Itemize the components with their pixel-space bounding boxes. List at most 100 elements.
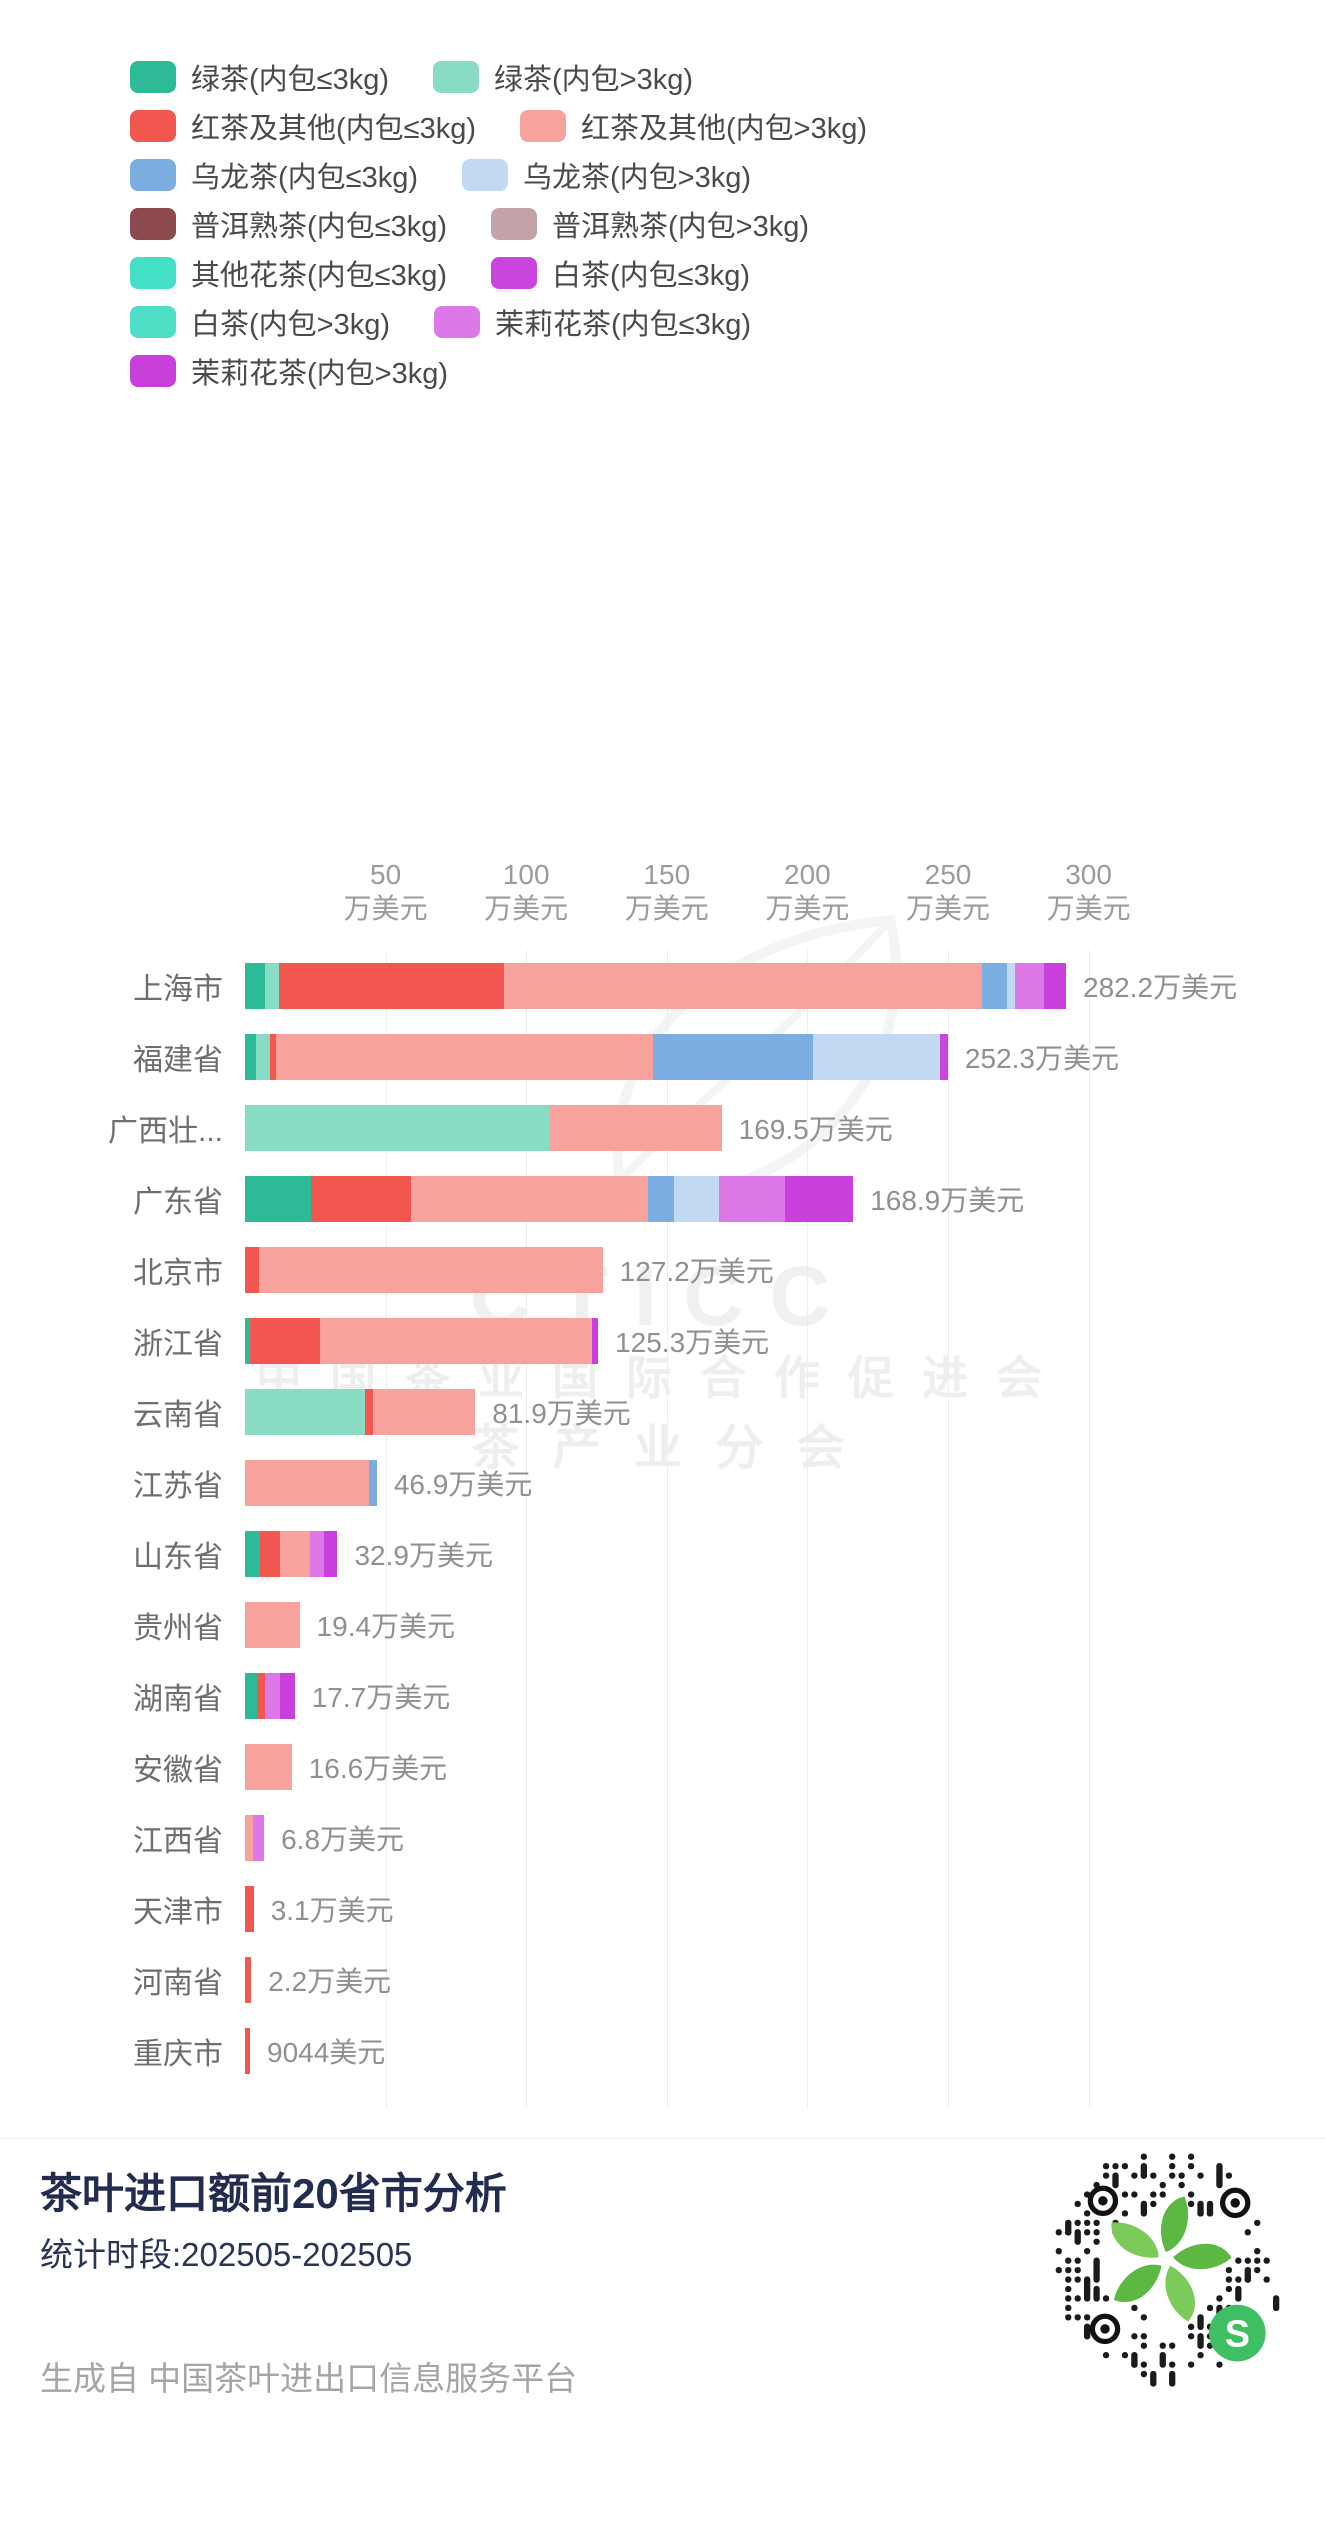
category-label: 北京市 bbox=[133, 1256, 223, 1290]
bar-segment[interactable] bbox=[939, 1033, 948, 1080]
grid bbox=[0, 950, 1326, 2108]
bar-segment[interactable] bbox=[279, 1530, 311, 1577]
category-label: 江西省 bbox=[133, 1824, 223, 1858]
bar-stack bbox=[245, 1743, 292, 1790]
bar-segment[interactable] bbox=[270, 1033, 276, 1080]
bar-segment[interactable] bbox=[245, 1388, 366, 1435]
bar-segment[interactable] bbox=[278, 962, 504, 1009]
legend-swatch-icon bbox=[491, 207, 537, 240]
bar-segment[interactable] bbox=[310, 1530, 324, 1577]
bar-stack bbox=[245, 1104, 722, 1151]
bar-segment[interactable] bbox=[275, 1033, 653, 1080]
bar-segment[interactable] bbox=[252, 1814, 265, 1861]
legend-item[interactable]: 乌龙茶(内包>3kg) bbox=[462, 154, 751, 196]
bar-segment[interactable] bbox=[260, 1530, 280, 1577]
legend-item[interactable]: 茉莉花茶(内包≤3kg) bbox=[434, 301, 751, 343]
legend-item[interactable]: 普洱熟茶(内包>3kg) bbox=[491, 203, 809, 245]
legend-row: 绿茶(内包≤3kg) 绿茶(内包>3kg) bbox=[130, 52, 1090, 101]
value-label: 3.1万美元 bbox=[270, 1894, 394, 1926]
value-label: 81.9万美元 bbox=[492, 1397, 631, 1429]
bar-segment[interactable] bbox=[245, 1104, 551, 1151]
bar-segment[interactable] bbox=[245, 962, 265, 1009]
legend-swatch-icon bbox=[433, 60, 479, 93]
category-label: 湖南省 bbox=[133, 1682, 223, 1716]
bar-segment[interactable] bbox=[812, 1033, 940, 1080]
bar-segment[interactable] bbox=[245, 1601, 300, 1648]
legend-item[interactable]: 白茶(内包>3kg) bbox=[130, 301, 390, 343]
category-label: 山东省 bbox=[133, 1540, 223, 1574]
bar-row: 福建省 252.3万美元 bbox=[0, 1021, 1326, 1092]
legend-row: 红茶及其他(内包≤3kg) 红茶及其他(内包>3kg) bbox=[130, 101, 1090, 150]
bar-segment[interactable] bbox=[257, 1672, 265, 1719]
bar-segment[interactable] bbox=[264, 1672, 280, 1719]
bar-segment[interactable] bbox=[264, 962, 279, 1009]
legend-item[interactable]: 绿茶(内包>3kg) bbox=[433, 56, 693, 98]
category-label: 云南省 bbox=[133, 1398, 223, 1432]
bar-segment[interactable] bbox=[1015, 962, 1044, 1009]
legend-item[interactable]: 其他花茶(内包≤3kg) bbox=[130, 252, 447, 294]
bar-segment[interactable] bbox=[245, 1814, 253, 1861]
bar-segment[interactable] bbox=[981, 962, 1007, 1009]
bar-segment[interactable] bbox=[311, 1175, 412, 1222]
bar-segment[interactable] bbox=[719, 1175, 786, 1222]
bar-segment[interactable] bbox=[1007, 962, 1016, 1009]
legend-label: 普洱熟茶(内包>3kg) bbox=[552, 210, 810, 243]
bar-segment[interactable] bbox=[245, 1175, 312, 1222]
bar-segment[interactable] bbox=[550, 1104, 722, 1151]
bar-segment[interactable] bbox=[1043, 962, 1067, 1009]
bar-segment[interactable] bbox=[411, 1175, 649, 1222]
bar-segment[interactable] bbox=[245, 2027, 250, 2074]
bar-segment[interactable] bbox=[245, 1246, 260, 1293]
bar-segment[interactable] bbox=[279, 1672, 295, 1719]
legend-swatch-icon bbox=[130, 158, 176, 191]
legend-item[interactable]: 乌龙茶(内包≤3kg) bbox=[130, 154, 418, 196]
bars-area: 上海市 282.2万美元 福建省 252.3万美元 广西壮... 169.5万美元 广东省 1… bbox=[0, 950, 1326, 2086]
category-label: 广西壮... bbox=[107, 1114, 223, 1148]
bar-segment[interactable] bbox=[503, 962, 982, 1009]
bar-stack bbox=[245, 1175, 854, 1222]
bar-segment[interactable] bbox=[245, 1459, 370, 1506]
report-title: 茶叶进口额前20省市分析 bbox=[40, 2170, 507, 2217]
bar-row: 云南省 81.9万美元 bbox=[0, 1376, 1326, 1447]
legend-swatch-icon bbox=[491, 256, 537, 289]
bar-row: 河南省 2.2万美元 bbox=[0, 1944, 1326, 2015]
bar-segment[interactable] bbox=[245, 1530, 261, 1577]
bar-stack bbox=[245, 1033, 948, 1080]
bar-segment[interactable] bbox=[256, 1033, 271, 1080]
legend-item[interactable]: 红茶及其他(内包>3kg) bbox=[520, 105, 867, 147]
bar-segment[interactable] bbox=[323, 1530, 338, 1577]
bar-segment[interactable] bbox=[365, 1388, 374, 1435]
qr-code: S bbox=[1055, 2153, 1280, 2387]
legend-swatch-icon bbox=[434, 305, 481, 338]
bar-segment[interactable] bbox=[250, 1317, 321, 1364]
bar-segment[interactable] bbox=[785, 1175, 854, 1222]
bar-segment[interactable] bbox=[245, 1033, 257, 1080]
bar-segment[interactable] bbox=[591, 1317, 599, 1364]
legend-row: 茉莉花茶(内包>3kg) bbox=[130, 346, 1090, 395]
bar-segment[interactable] bbox=[648, 1175, 675, 1222]
legend-item[interactable]: 白茶(内包≤3kg) bbox=[491, 252, 750, 294]
bar-stack bbox=[245, 1814, 265, 1861]
legend: 绿茶(内包≤3kg) 绿茶(内包>3kg) 红茶及其他(内包≤3kg) 红茶及其他(内… bbox=[130, 52, 1090, 395]
bar-segment[interactable] bbox=[245, 1672, 258, 1719]
bar-segment[interactable] bbox=[245, 1885, 254, 1932]
legend-item[interactable]: 茉莉花茶(内包>3kg) bbox=[130, 350, 448, 392]
x-axis-tick: 150 万美元 bbox=[625, 858, 709, 925]
bar-segment[interactable] bbox=[320, 1317, 592, 1364]
bar-segment[interactable] bbox=[259, 1246, 603, 1293]
legend-item[interactable]: 普洱熟茶(内包≤3kg) bbox=[130, 203, 447, 245]
bar-segment[interactable] bbox=[245, 1956, 252, 2003]
legend-item[interactable]: 绿茶(内包≤3kg) bbox=[130, 56, 389, 98]
bar-segment[interactable] bbox=[652, 1033, 813, 1080]
legend-row: 白茶(内包>3kg) 茉莉花茶(内包≤3kg) bbox=[130, 297, 1090, 346]
legend-item[interactable]: 红茶及其他(内包≤3kg) bbox=[130, 105, 476, 147]
bar-segment[interactable] bbox=[674, 1175, 720, 1222]
bar-stack bbox=[245, 2027, 250, 2074]
bar-segment[interactable] bbox=[245, 1743, 292, 1790]
mini-program-badge-icon bbox=[1208, 2304, 1266, 2362]
bar-segment[interactable] bbox=[373, 1388, 476, 1435]
gridline bbox=[807, 950, 809, 2108]
bar-segment[interactable] bbox=[245, 1317, 250, 1364]
bar-segment[interactable] bbox=[369, 1459, 377, 1506]
bar-stack bbox=[245, 1530, 338, 1577]
